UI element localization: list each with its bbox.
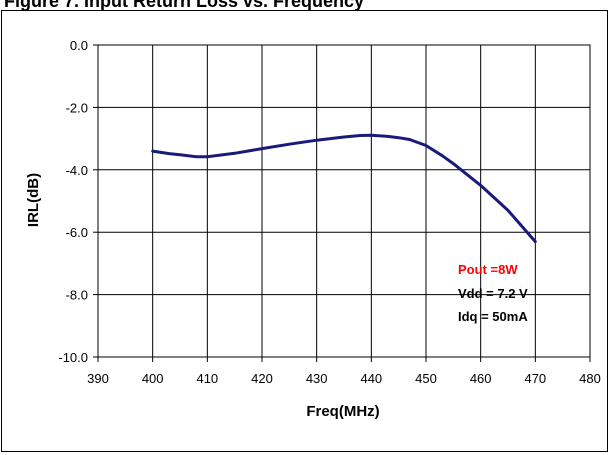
y-tick-label: -6.0 — [66, 225, 88, 240]
y-tick-label: -8.0 — [66, 288, 88, 303]
x-tick-label: 420 — [251, 371, 273, 386]
annotations: Pout =8W Vdd = 7.2 V Idq = 50mA — [458, 262, 528, 324]
y-tick-label: -4.0 — [66, 163, 88, 178]
plot-area — [97, 44, 591, 358]
x-tick-label: 400 — [142, 371, 164, 386]
title-fragment: Figure 7. Input Return Loss vs. Frequenc… — [0, 0, 614, 10]
x-tick-label: 450 — [415, 371, 437, 386]
x-tick-label: 440 — [360, 371, 382, 386]
y-tick-label: -2.0 — [66, 100, 88, 115]
irl-series-line — [151, 133, 537, 244]
title-fragment-text: Figure 7. Input Return Loss vs. Frequenc… — [4, 0, 365, 10]
annotation-label: Vdd = 7.2 V — [458, 286, 528, 301]
chart-frame — [1, 10, 608, 452]
x-tick-label: 430 — [306, 371, 328, 386]
annotation-label: Idq = 50mA — [458, 309, 528, 324]
x-tick-label: 410 — [196, 371, 218, 386]
x-tick-label: 460 — [470, 371, 492, 386]
x-tick-label: 390 — [87, 371, 109, 386]
x-axis-ticks: 390 400 410 420 430 440 450 460 470 480 — [87, 357, 601, 386]
series-layer — [151, 133, 537, 244]
y-axis-label: IRL(dB) — [25, 173, 42, 227]
y-tick-label: -10.0 — [58, 350, 88, 365]
x-axis-label: Freq(MHz) — [306, 403, 379, 420]
y-axis-ticks: 0.0 -2.0 -4.0 -6.0 -8.0 -10.0 — [58, 38, 98, 365]
x-tick-label: 480 — [579, 371, 601, 386]
annotation-label: Pout =8W — [458, 262, 518, 277]
grid — [98, 45, 590, 357]
x-tick-label: 470 — [524, 371, 546, 386]
y-tick-label: 0.0 — [70, 38, 88, 53]
